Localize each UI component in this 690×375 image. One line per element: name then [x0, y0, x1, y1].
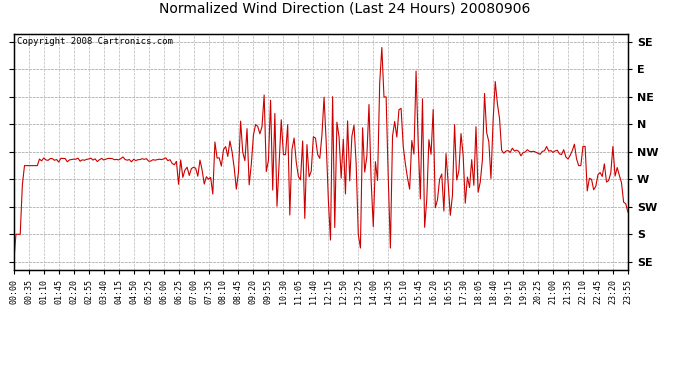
Text: Copyright 2008 Cartronics.com: Copyright 2008 Cartronics.com [17, 37, 172, 46]
Text: Normalized Wind Direction (Last 24 Hours) 20080906: Normalized Wind Direction (Last 24 Hours… [159, 2, 531, 16]
